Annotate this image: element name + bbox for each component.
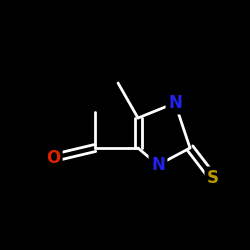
Text: N: N — [168, 94, 182, 112]
Text: S: S — [207, 169, 219, 187]
Text: O: O — [46, 149, 60, 167]
Text: N: N — [151, 156, 165, 174]
